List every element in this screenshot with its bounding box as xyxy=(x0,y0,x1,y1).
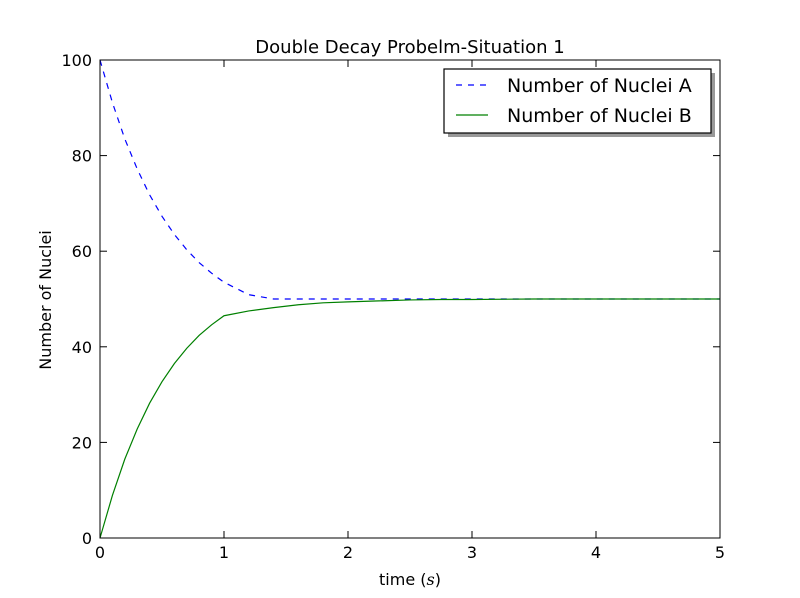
legend-box xyxy=(443,68,712,134)
x-axis-label: time (s) xyxy=(379,570,441,589)
legend: Number of Nuclei A Number of Nuclei B xyxy=(443,68,715,137)
y-tick-label: 20 xyxy=(72,433,92,452)
x-axis-label-unit: s xyxy=(427,570,435,589)
plot-frame xyxy=(99,59,721,539)
x-tick-label: 4 xyxy=(591,543,601,562)
y-tick-label: 0 xyxy=(82,529,92,548)
series-line-nuclei-b xyxy=(99,298,720,539)
y-axis-label: Number of Nuclei xyxy=(36,230,55,370)
chart-title: Double Decay Probelm-Situation 1 xyxy=(255,37,564,58)
x-axis-label-text: time xyxy=(379,570,415,589)
y-tick-label: 40 xyxy=(72,338,92,357)
y-tick-label: 60 xyxy=(72,242,92,261)
x-tick-label: 3 xyxy=(467,543,477,562)
x-tick-label: 1 xyxy=(219,543,229,562)
plot-area: 0 1 2 3 4 5 0 20 40 60 80 100 xyxy=(61,51,725,562)
y-tick-label: 100 xyxy=(61,51,92,70)
y-tick-label: 80 xyxy=(72,147,92,166)
legend-label-nuclei-a: Number of Nuclei A xyxy=(507,75,692,97)
legend-label-nuclei-b: Number of Nuclei B xyxy=(507,105,692,127)
x-tick-label: 0 xyxy=(95,543,105,562)
x-tick-label: 5 xyxy=(715,543,725,562)
x-tick-label: 2 xyxy=(343,543,353,562)
